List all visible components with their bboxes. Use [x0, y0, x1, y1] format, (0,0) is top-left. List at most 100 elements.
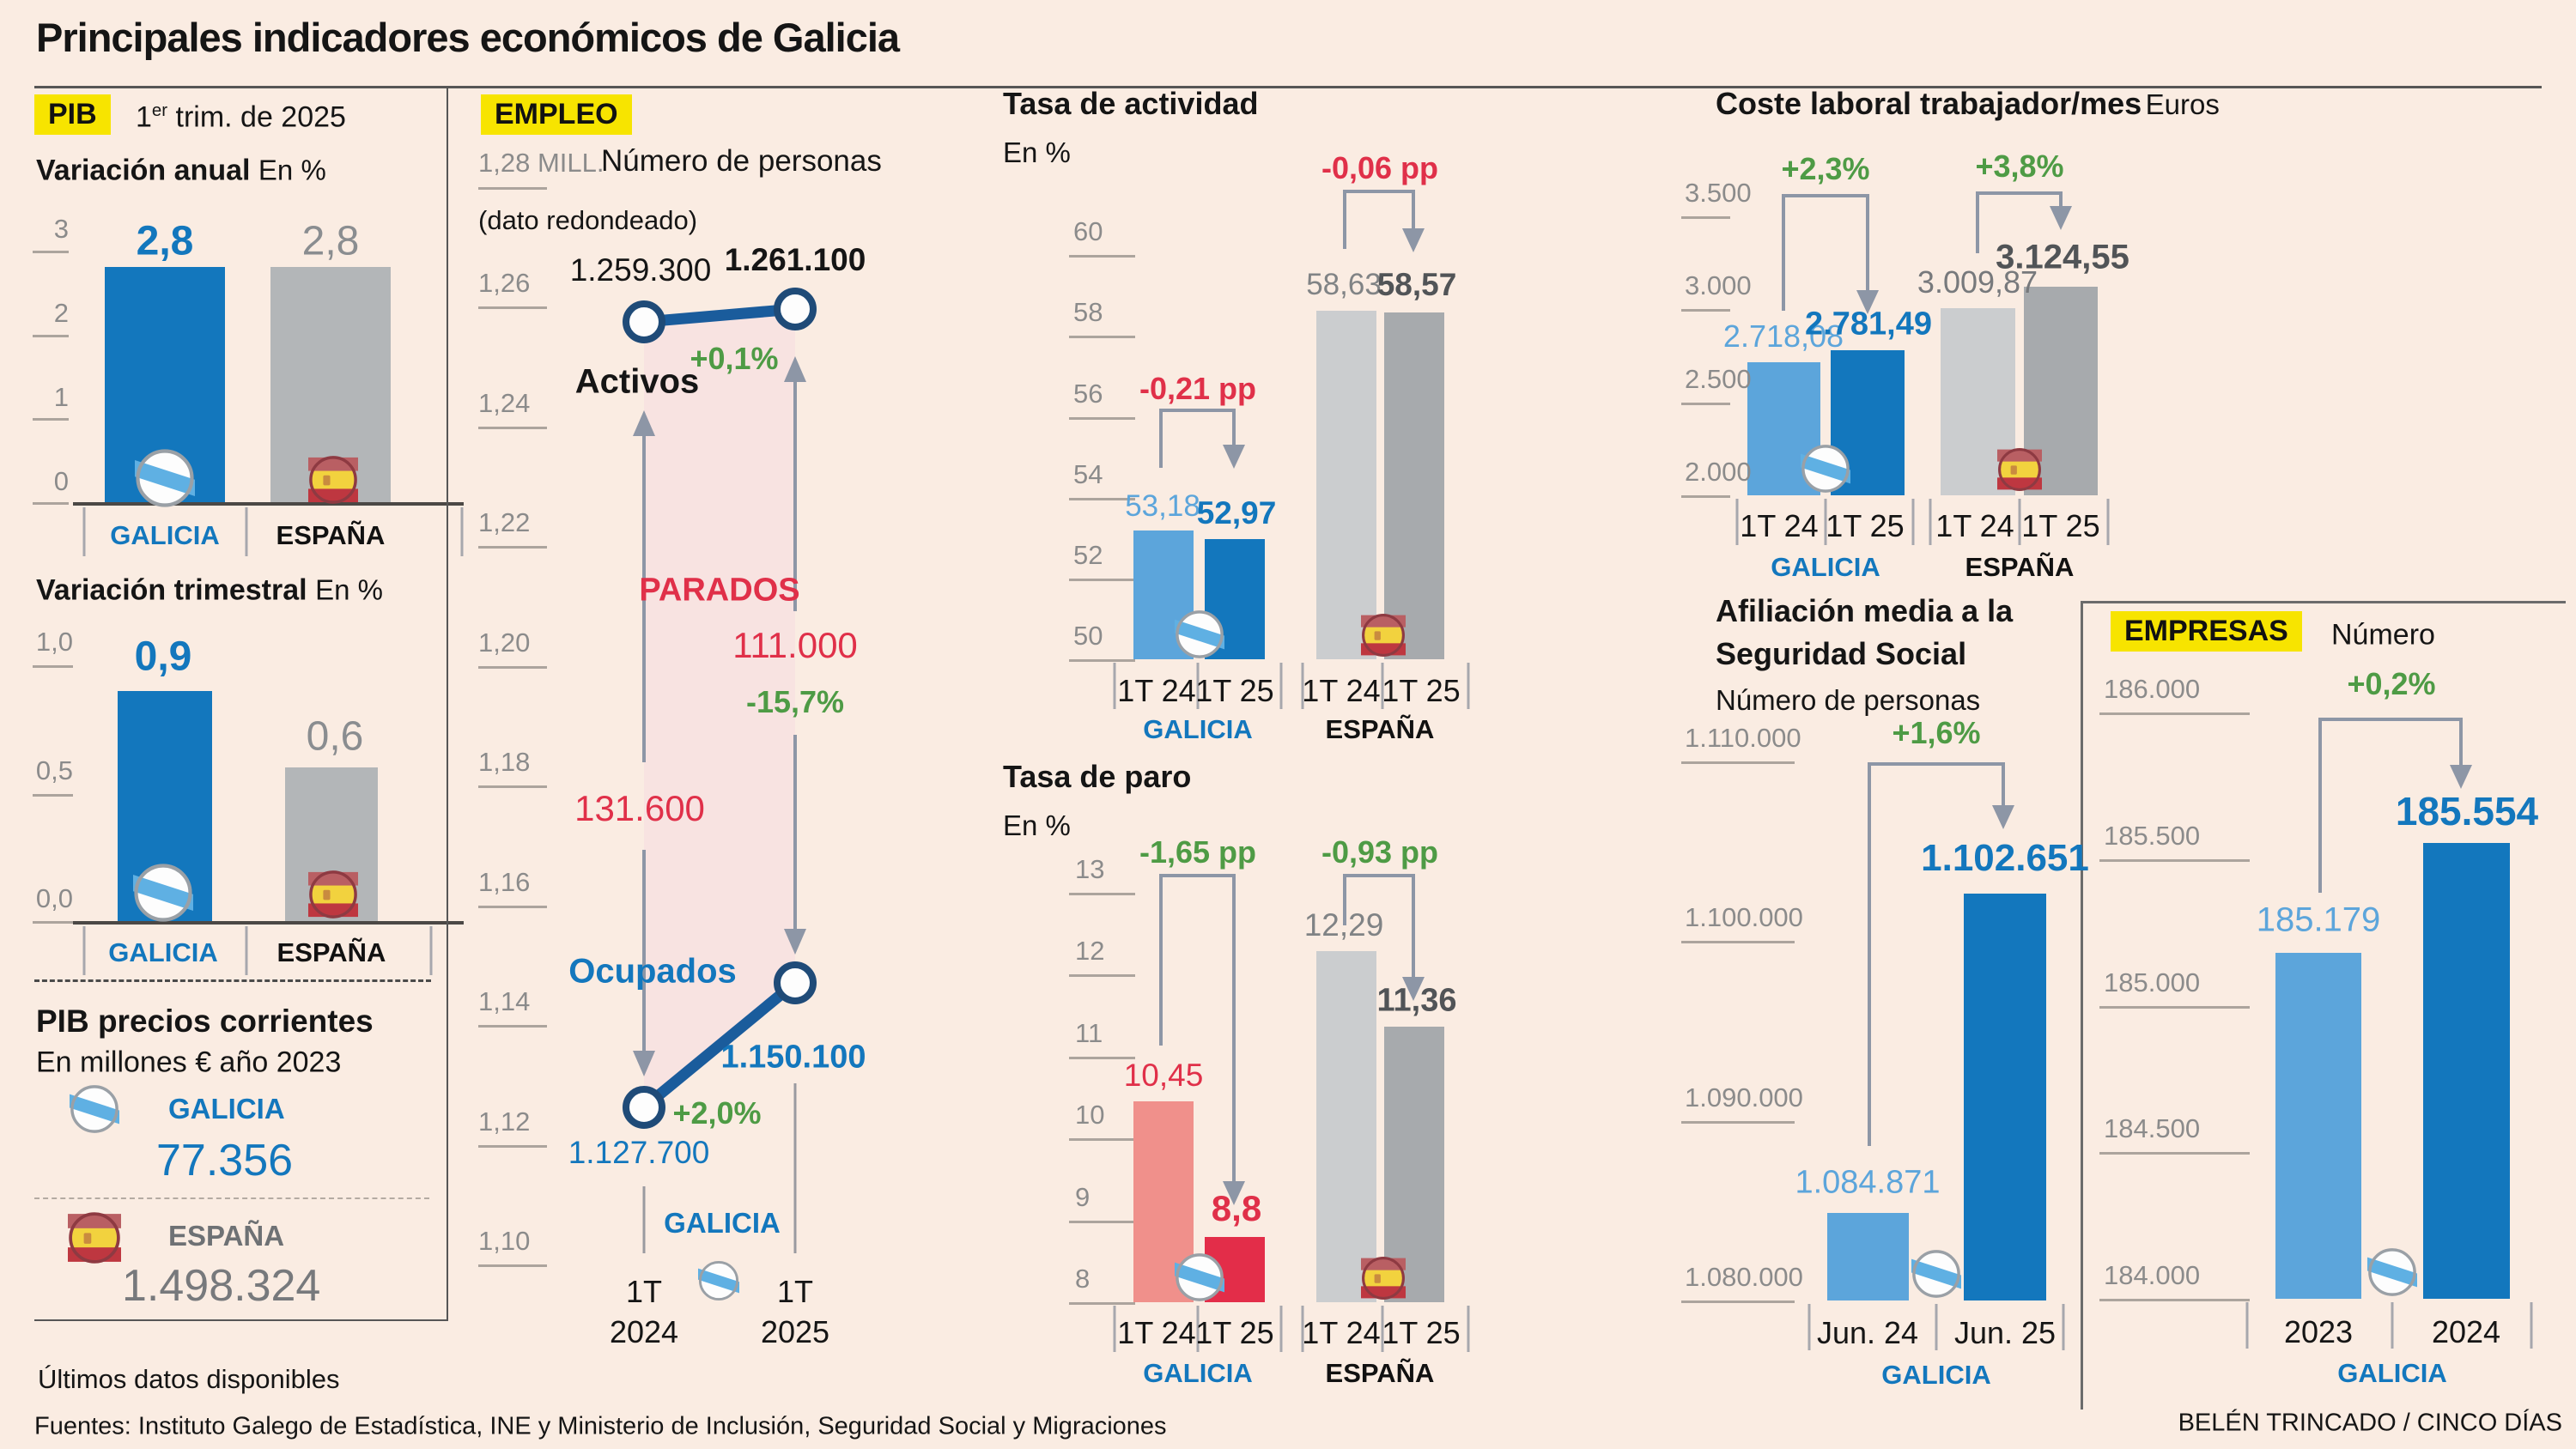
paro-espana-bar-1 [1316, 951, 1376, 1302]
footer-sources: Fuentes: Instituto Galego de Estadística… [34, 1412, 1167, 1440]
empleo-ocupados-v1: 1.127.700 [568, 1135, 710, 1170]
pib-annual-heading: Variación anual En % [36, 154, 326, 187]
axis-tick-label: 2.500 [1685, 364, 1752, 394]
pib-quarterly-galicia-label: GALICIA [108, 937, 218, 967]
axis-tick-label: 1.110.000 [1685, 723, 1801, 753]
top-rule [34, 86, 2542, 88]
pib-panel-bottom-border [34, 1319, 448, 1321]
axis-tick-label: 1.080.000 [1685, 1262, 1803, 1292]
paro-galicia-v1: 10,45 [1123, 1058, 1204, 1093]
empresas-bar-1 [2275, 953, 2361, 1299]
empresas-tag: EMPRESAS [2111, 611, 2302, 652]
axis-tick-label: 11 [1075, 1018, 1103, 1048]
actividad-espana-bracket [1343, 190, 1415, 249]
actividad-galicia-bracket [1159, 409, 1236, 468]
paro-galicia-pp: -1,65 pp [1139, 834, 1257, 870]
axis-tick-label: 10 [1075, 1100, 1105, 1130]
footer-note: Últimos datos disponibles [38, 1364, 340, 1394]
afiliacion-v2: 1.102.651 [1921, 837, 2089, 879]
coste-galicia-v1: 2.718,08 [1722, 318, 1844, 354]
coste-espana-v2: 3.124,55 [1996, 238, 2129, 276]
x-axis-label: 1T 25 [1826, 508, 1905, 543]
empresas-pct: +0,2% [2347, 666, 2436, 701]
axis-tick-label: 50 [1073, 621, 1103, 651]
actividad-espana-v1: 58,63 [1306, 268, 1382, 301]
actividad-galicia-v2: 52,97 [1196, 495, 1277, 530]
empleo-activos-v1: 1.259.300 [569, 252, 712, 288]
actividad-unit: En % [1003, 136, 1071, 168]
pib-current-espana-value: 1.498.324 [122, 1261, 321, 1311]
x-axis-label: 1T 25 [1382, 673, 1461, 708]
x-axis-label: 1T 25 [1382, 1315, 1461, 1350]
empleo-activos-line [623, 288, 817, 343]
paro-espana-label: ESPAÑA [1325, 1358, 1435, 1388]
afiliacion-heading-2: Seguridad Social [1716, 636, 1967, 671]
pib-current-unit: En millones € año 2023 [36, 1046, 342, 1079]
paro-espana-pp: -0,93 pp [1321, 834, 1439, 870]
x-axis-label: 2024 [2431, 1314, 2501, 1349]
coste-espana-label: ESPAÑA [1965, 552, 2075, 582]
pib-current-galicia-label: GALICIA [168, 1093, 285, 1125]
coste-espana-pct: +3,8% [1975, 149, 2064, 184]
axis-tick-label: 1,14 [478, 986, 531, 1016]
paro-espana-bar-2 [1384, 1027, 1444, 1302]
galicia-flag-icon [698, 1260, 739, 1301]
axis-tick-label: 1,12 [478, 1106, 531, 1137]
empleo-region-label: GALICIA [664, 1207, 781, 1239]
afiliacion-unit: Número de personas [1716, 684, 1981, 716]
galicia-flag-icon [1801, 444, 1850, 494]
pib-annual-galicia-label: GALICIA [110, 520, 220, 550]
pib-current-espana-label: ESPAÑA [168, 1220, 285, 1252]
axis-tick-label: 58 [1073, 297, 1103, 327]
afiliacion-bar-2 [1964, 894, 2046, 1300]
pib-panel-right-border [447, 88, 448, 1319]
pib-quarterly-heading: Variación trimestral En % [36, 573, 383, 607]
spain-flag-icon [308, 455, 358, 505]
galicia-flag-icon [70, 1084, 119, 1134]
empleo-ocupados-v2: 1.150.100 [720, 1039, 866, 1076]
pib-quarterly-baseline [73, 921, 464, 925]
empleo-subheading: (dato redondeado) [478, 205, 698, 235]
pib-current-heading: PIB precios corrientes [36, 1003, 374, 1039]
paro-heading: Tasa de paro [1003, 759, 1192, 794]
spain-flag-icon [68, 1211, 121, 1264]
axis-tick-label: 9 [1075, 1182, 1091, 1212]
empleo-x1-line1: 1T [625, 1274, 663, 1309]
axis-tick-label: 13 [1075, 854, 1105, 884]
x-axis-label: 2023 [2283, 1314, 2354, 1349]
coste-galicia-label: GALICIA [1771, 552, 1880, 582]
axis-tick-label: 185.000 [2104, 967, 2201, 997]
empresas-bar-2 [2423, 843, 2510, 1299]
afiliacion-v1: 1.084.871 [1795, 1164, 1941, 1201]
axis-tick-label: 184.000 [2104, 1260, 2201, 1290]
pib-quarterly-galicia-value: 0,9 [134, 634, 192, 680]
actividad-heading: Tasa de actividad [1003, 86, 1259, 121]
axis-tick-label: 0 [53, 466, 69, 496]
pib-annual-espana-label: ESPAÑA [276, 520, 386, 550]
x-axis-label: 1T 24 [1302, 673, 1381, 708]
coste-galicia-v2: 2.781,49 [1805, 306, 1932, 343]
empresas-left-border [2081, 601, 2083, 1410]
empresas-v2: 185.554 [2395, 789, 2539, 834]
coste-galicia-pct: +2,3% [1781, 151, 1870, 186]
paro-galicia-label: GALICIA [1143, 1358, 1253, 1388]
pib-quarterly-espana-value: 0,6 [306, 713, 364, 760]
empleo-ocupados-change: +2,0% [672, 1095, 762, 1131]
empleo-x2-line1: 1T [776, 1274, 814, 1309]
pib-tag: PIB [34, 94, 111, 136]
actividad-espana-pp: -0,06 pp [1321, 150, 1439, 185]
axis-tick-label: 2 [53, 298, 69, 328]
afiliacion-pct: +1,6% [1892, 715, 1981, 750]
pib-annual-baseline [73, 502, 464, 506]
empresas-v1: 185.179 [2256, 900, 2381, 939]
empleo-heading: Número de personas [601, 144, 882, 178]
axis-tick-label: 1,26 [478, 268, 531, 298]
spain-flag-icon [1361, 613, 1406, 658]
x-axis-label: 1T 24 [1740, 508, 1819, 543]
actividad-espana-v2: 58,57 [1376, 267, 1457, 302]
axis-tick-label: 1 [53, 382, 69, 412]
galicia-flag-icon [133, 863, 193, 923]
x-axis-label: 1T 25 [2021, 508, 2100, 543]
